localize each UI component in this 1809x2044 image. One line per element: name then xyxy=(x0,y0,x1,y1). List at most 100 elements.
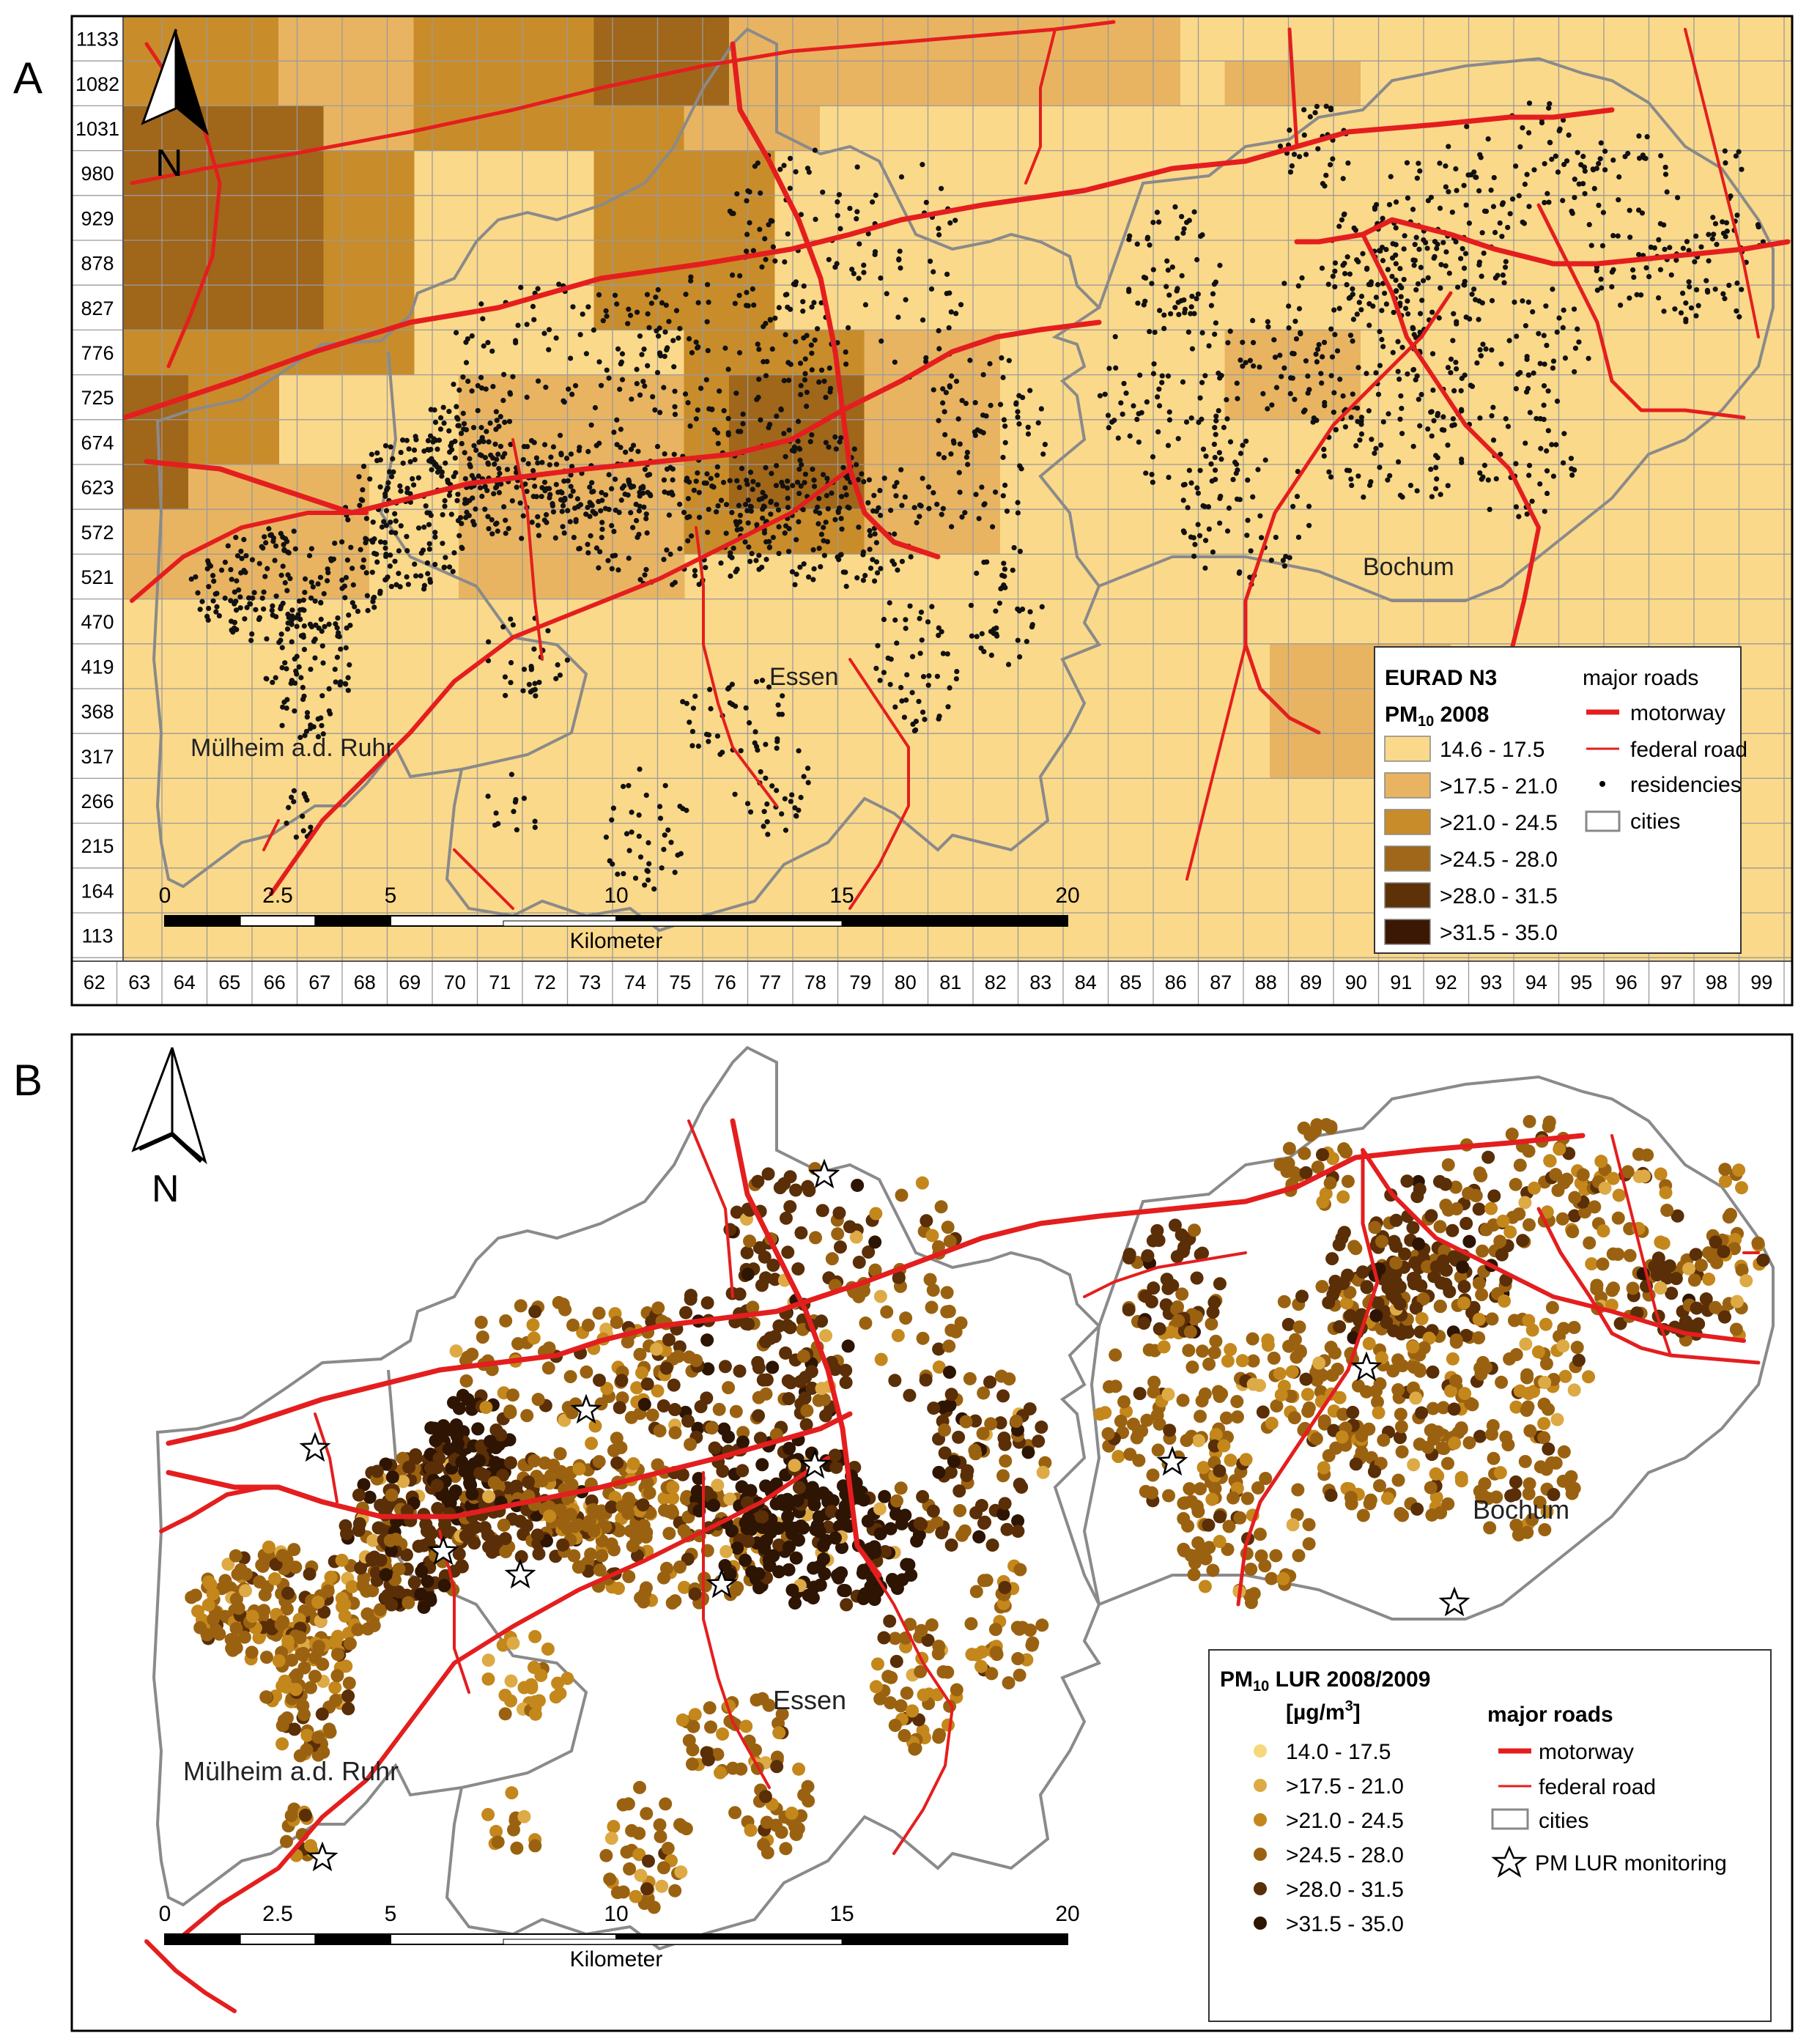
x-tick-label: 87 xyxy=(1210,971,1232,993)
scale-tick-label: 5 xyxy=(385,884,397,908)
monitoring-star-icon xyxy=(1438,1586,1470,1617)
scale-tick-label: 0 xyxy=(159,884,171,908)
monitoring-star-icon xyxy=(306,1841,339,1872)
legend-monitoring-star-icon xyxy=(1491,1845,1528,1878)
scale-tick-label: 20 xyxy=(1055,1902,1079,1926)
legend-unit: [µg/m3] xyxy=(1286,1698,1361,1725)
y-tick-label: 929 xyxy=(81,207,114,229)
monitoring-stations xyxy=(299,1158,1470,1872)
legend-class-label: >31.5 - 35.0 xyxy=(1440,921,1558,945)
y-tick-label: 368 xyxy=(81,701,114,723)
scale-unit-label: Kilometer xyxy=(570,929,663,953)
legend-class-label: >17.5 - 21.0 xyxy=(1286,1774,1404,1799)
x-tick-label: 67 xyxy=(308,971,330,993)
y-tick-label: 623 xyxy=(81,477,114,499)
legend-swatch xyxy=(1384,882,1431,908)
x-tick-label: 89 xyxy=(1300,971,1322,993)
city-label-essen: Essen xyxy=(769,663,839,691)
legend-motorway-label: motorway xyxy=(1539,1740,1634,1764)
legend: PM10 LUR 2008/2009 [µg/m3] 14.0 - 17.5 >17.… xyxy=(1208,1649,1772,2022)
residency-dots xyxy=(188,100,1766,892)
legend-swatch xyxy=(1384,772,1431,799)
y-tick-label: 1082 xyxy=(75,73,119,95)
legend-class-label: 14.6 - 17.5 xyxy=(1440,738,1545,762)
legend-title: PM10 LUR 2008/2009 xyxy=(1220,1667,1430,1695)
x-tick-label: 66 xyxy=(264,971,286,993)
y-tick-label: 317 xyxy=(81,746,114,768)
x-tick-label: 91 xyxy=(1390,971,1412,993)
x-tick-label: 69 xyxy=(399,971,421,993)
city-label-bochum: Bochum xyxy=(1473,1495,1569,1525)
legend-swatch xyxy=(1384,919,1431,945)
scale-tick-label: 0 xyxy=(159,1902,171,1926)
north-label: N xyxy=(155,142,183,185)
legend-monitoring-label: PM LUR monitoring xyxy=(1535,1851,1727,1875)
legend-class-label: >28.0 - 31.5 xyxy=(1440,884,1558,908)
legend-class-label: >31.5 - 35.0 xyxy=(1286,1912,1404,1936)
x-tick-label: 70 xyxy=(444,971,466,993)
x-tick-label: 94 xyxy=(1525,971,1547,993)
monitoring-star-icon xyxy=(570,1393,602,1424)
legend-class-label: >24.5 - 28.0 xyxy=(1286,1843,1404,1867)
x-tick-label: 81 xyxy=(939,971,961,993)
x-tick-label: 88 xyxy=(1255,971,1277,993)
scale-tick-label: 2.5 xyxy=(262,884,293,908)
monitoring-star-icon xyxy=(504,1558,536,1589)
y-tick-label: 521 xyxy=(81,566,114,588)
legend-federal-road-label: federal road xyxy=(1630,738,1747,762)
legend-federal-road-label: federal road xyxy=(1539,1775,1656,1799)
y-tick-label: 1133 xyxy=(76,29,119,51)
legend-roads-title: major roads xyxy=(1583,666,1698,690)
x-tick-label: 75 xyxy=(669,971,691,993)
scale-tick-label: 15 xyxy=(829,884,854,908)
x-tick-label: 74 xyxy=(624,971,646,993)
scale-tick-label: 2.5 xyxy=(262,1902,293,1926)
y-tick-label: 470 xyxy=(81,611,114,633)
legend-class-label: >17.5 - 21.0 xyxy=(1440,774,1558,799)
x-tick-label: 62 xyxy=(84,971,106,993)
monitoring-star-icon xyxy=(1350,1351,1383,1382)
monitoring-star-icon xyxy=(706,1568,738,1599)
x-tick-label: 63 xyxy=(128,971,150,993)
scale-tick-label: 15 xyxy=(829,1902,854,1926)
north-arrow: N xyxy=(141,29,209,185)
legend-swatch xyxy=(1384,736,1431,762)
monitoring-star-icon xyxy=(427,1535,459,1566)
scale-bar: 0 2.5 5 10 15 20 Kilometer xyxy=(159,1902,1080,1971)
north-label: N xyxy=(152,1168,180,1210)
y-tick-label: 776 xyxy=(81,342,114,364)
monitoring-star-icon xyxy=(299,1432,331,1462)
x-tick-label: 72 xyxy=(534,971,556,993)
y-tick-label: 215 xyxy=(81,835,114,857)
y-tick-label: 164 xyxy=(81,880,114,902)
legend-swatch xyxy=(1254,1779,1267,1792)
legend-swatch xyxy=(1254,1744,1267,1758)
legend-swatch xyxy=(1384,809,1431,835)
lur-points xyxy=(185,1114,1770,1914)
legend-class-label: >24.5 - 28.0 xyxy=(1440,848,1558,872)
x-tick-label: 83 xyxy=(1029,971,1051,993)
x-tick-label: 73 xyxy=(579,971,601,993)
legend-class-label: 14.0 - 17.5 xyxy=(1286,1740,1391,1764)
legend-cities-label: cities xyxy=(1539,1809,1588,1833)
scale-bar: 0 2.5 5 10 15 20 Kilometer xyxy=(159,884,1080,953)
city-label-bochum: Bochum xyxy=(1363,553,1454,581)
x-tick-label: 78 xyxy=(804,971,826,993)
panel-a-letter: A xyxy=(13,53,43,103)
x-tick-label: 98 xyxy=(1706,971,1728,993)
city-label-muelheim: Mülheim a.d. Ruhr xyxy=(183,1756,399,1786)
x-tick-label: 80 xyxy=(895,971,917,993)
panel-a-map: Mülheim a.d. Ruhr Essen Bochum N 0 2.5 5 10… xyxy=(70,15,1794,1007)
monitoring-star-icon xyxy=(808,1158,840,1189)
city-labels: Mülheim a.d. Ruhr Essen Bochum xyxy=(183,1495,1569,1786)
x-tick-label: 65 xyxy=(218,971,240,993)
y-tick-label: 725 xyxy=(81,387,114,409)
x-tick-label: 99 xyxy=(1750,971,1772,993)
legend: EURAD N3 PM10 2008 14.6 - 17.5 >17.5 - 21.0… xyxy=(1374,646,1747,954)
legend-class-label: >21.0 - 24.5 xyxy=(1286,1809,1404,1833)
legend-swatch xyxy=(1254,1917,1267,1930)
x-tick-label: 68 xyxy=(354,971,376,993)
scale-tick-label: 20 xyxy=(1055,884,1079,908)
legend-swatch xyxy=(1384,845,1431,872)
legend-residencies-label: residencies xyxy=(1630,773,1742,797)
